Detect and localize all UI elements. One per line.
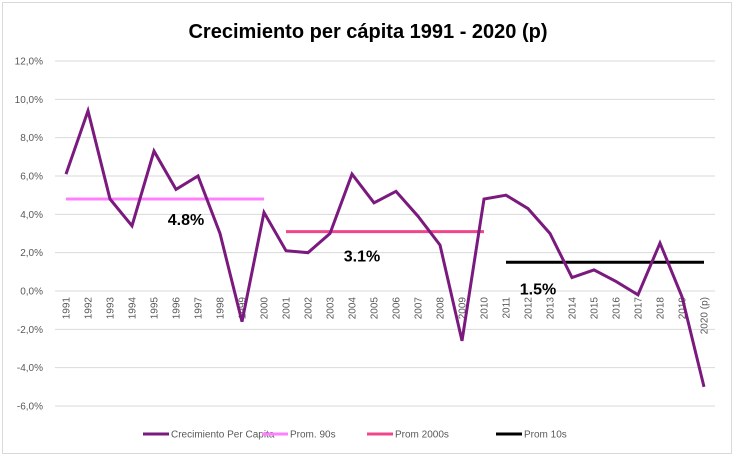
x-tick-label: 1993 bbox=[106, 297, 117, 320]
x-tick-label: 1998 bbox=[216, 297, 227, 320]
y-tick-label: 4,0% bbox=[20, 210, 43, 221]
y-tick-label: -4,0% bbox=[17, 363, 43, 374]
x-tick-label: 2011 bbox=[502, 297, 513, 319]
x-tick-label: 1991 bbox=[62, 297, 73, 320]
y-tick-label: 0,0% bbox=[20, 287, 43, 298]
y-tick-label: 8,0% bbox=[20, 133, 43, 144]
legend-label: Prom 2000s bbox=[395, 430, 449, 441]
y-tick-label: 6,0% bbox=[20, 172, 43, 183]
average-label: 4.8% bbox=[168, 212, 204, 229]
legend-label: Prom 10s bbox=[524, 430, 567, 441]
x-tick-label: 2007 bbox=[414, 297, 425, 320]
chart-frame bbox=[2, 2, 732, 454]
x-tick-label: 2005 bbox=[370, 297, 381, 320]
y-tick-label: -6,0% bbox=[17, 402, 43, 413]
x-tick-label: 2016 bbox=[612, 297, 623, 320]
x-tick-label: 2017 bbox=[634, 297, 645, 320]
x-tick-label: 1999 bbox=[238, 297, 249, 320]
x-tick-label: 2015 bbox=[590, 297, 601, 320]
series-line bbox=[64, 105, 706, 388]
x-tick-label: 2008 bbox=[436, 297, 447, 320]
x-tick-label: 2009 bbox=[458, 297, 469, 320]
x-tick-label: 2006 bbox=[392, 297, 403, 320]
x-tick-label: 2000 bbox=[260, 297, 271, 320]
x-tick-label: 1996 bbox=[172, 297, 183, 320]
x-tick-label: 1994 bbox=[128, 297, 139, 320]
x-tick-label: 1995 bbox=[150, 297, 161, 320]
chart-title: Crecimiento per cápita 1991 - 2020 (p) bbox=[188, 21, 547, 43]
average-label: 3.1% bbox=[344, 249, 380, 266]
x-tick-label: 2002 bbox=[304, 297, 315, 320]
x-tick-label: 2003 bbox=[326, 297, 337, 320]
x-tick-label: 1997 bbox=[194, 297, 205, 320]
x-tick-label: 2004 bbox=[348, 297, 359, 320]
y-tick-label: -2,0% bbox=[17, 325, 43, 336]
x-tick-label: 1992 bbox=[84, 297, 95, 320]
x-tick-label: 2013 bbox=[546, 297, 557, 320]
legend-label: Prom. 90s bbox=[290, 430, 336, 441]
average-label: 1.5% bbox=[520, 281, 556, 298]
legend-label: Crecimiento Per Capita bbox=[171, 430, 275, 441]
x-tick-label: 2019 bbox=[678, 297, 689, 320]
y-tick-label: 12,0% bbox=[15, 57, 43, 68]
y-tick-label: 10,0% bbox=[15, 95, 43, 106]
x-tick-label: 2014 bbox=[568, 297, 579, 320]
x-tick-label: 2001 bbox=[282, 297, 293, 320]
x-tick-label: 2018 bbox=[656, 297, 667, 320]
x-tick-label: 2012 bbox=[524, 297, 535, 320]
x-tick-label: 2020 (p) bbox=[700, 297, 711, 334]
x-tick-label: 2010 bbox=[480, 297, 491, 320]
y-tick-label: 2,0% bbox=[20, 248, 43, 259]
